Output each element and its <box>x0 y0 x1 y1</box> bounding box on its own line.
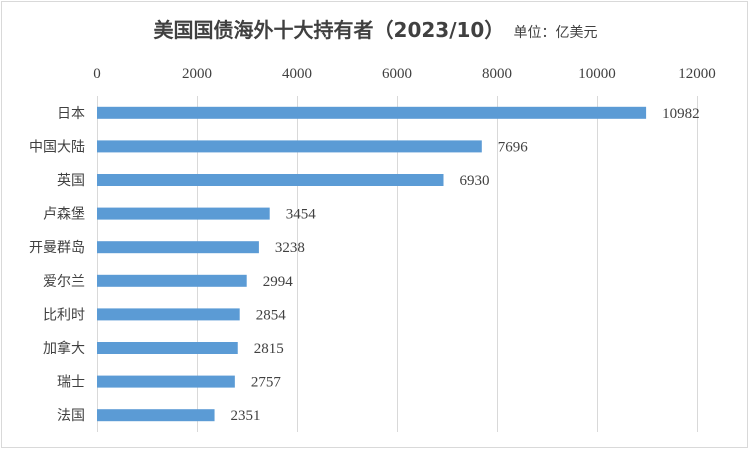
category-label: 卢森堡 <box>43 207 85 223</box>
category-label: 开曼群岛 <box>29 240 85 256</box>
bar <box>97 140 482 153</box>
category-label: 瑞士 <box>57 375 85 391</box>
x-tick-label: 0 <box>93 66 101 82</box>
x-tick-label: 10000 <box>578 66 616 82</box>
chart-title: 美国国债海外十大持有者（2023/10） <box>153 18 505 42</box>
data-label: 2994 <box>263 274 294 290</box>
chart-title-area: 美国国债海外十大持有者（2023/10） 单位：亿美元 <box>0 14 751 43</box>
category-label: 爱尔兰 <box>43 274 85 290</box>
x-tick-label: 12000 <box>678 66 716 82</box>
x-tick-label: 2000 <box>182 66 212 82</box>
category-label: 中国大陆 <box>29 139 85 155</box>
bar <box>97 174 444 186</box>
bar <box>97 342 238 354</box>
bars <box>97 106 647 422</box>
bar <box>97 308 240 321</box>
chart-subtitle: 单位：亿美元 <box>513 25 598 41</box>
data-labels: 10982 7696 6930 3454 3238 2994 2854 2815 2757 235… <box>231 106 700 424</box>
bar <box>97 409 215 422</box>
x-tick-label: 6000 <box>382 66 412 82</box>
category-label: 英国 <box>57 172 85 189</box>
x-tick-label: 8000 <box>482 66 512 82</box>
data-label: 6930 <box>460 173 490 189</box>
data-label: 3238 <box>275 240 305 256</box>
x-tick-label: 4000 <box>282 66 312 82</box>
bar <box>97 375 235 388</box>
bar <box>97 241 259 254</box>
category-label: 日本 <box>57 106 85 122</box>
bar <box>97 207 270 220</box>
bar <box>97 106 647 119</box>
data-label: 2351 <box>231 408 261 424</box>
bar <box>97 274 247 287</box>
data-label: 2854 <box>256 307 287 323</box>
data-label: 2757 <box>251 375 282 391</box>
x-axis-ticks: 0 2000 4000 6000 8000 10000 12000 <box>93 66 716 82</box>
data-label: 3454 <box>286 207 317 223</box>
category-label: 法国 <box>57 408 85 424</box>
data-label: 2815 <box>254 341 284 357</box>
data-label: 7696 <box>498 139 529 155</box>
category-label: 加拿大 <box>43 340 85 357</box>
data-label: 10982 <box>662 106 700 122</box>
category-label: 比利时 <box>43 307 85 323</box>
